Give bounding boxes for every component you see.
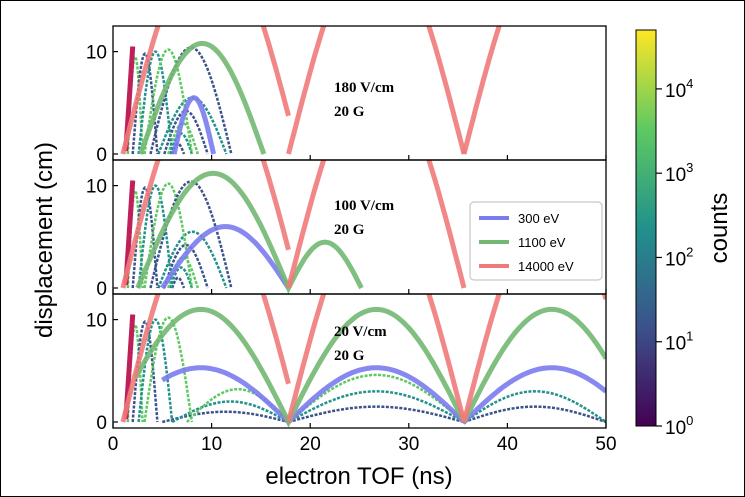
colorbar-tick-label: 103	[665, 160, 693, 186]
series-14000ev-line	[120, 294, 291, 423]
hit-trace	[463, 390, 606, 424]
x-tick-label: 40	[497, 434, 518, 455]
y-tick-label: 10	[86, 177, 107, 198]
series-14000ev-line	[120, 26, 291, 155]
hit-trace	[161, 410, 289, 424]
hit-trace	[137, 318, 174, 423]
colorbar-tick-label: 100	[665, 413, 693, 439]
x-tick-label: 20	[300, 434, 321, 455]
y-axis-label: displacement (cm)	[31, 142, 58, 338]
series-1100ev-line	[133, 306, 606, 428]
colorbar: 100 101 102 103 104 counts	[635, 29, 733, 439]
panel-3-frame	[112, 293, 607, 429]
y-tick-label: 0	[96, 145, 107, 166]
panel-3-curves	[120, 294, 606, 428]
legend-label-300ev: 300 eV	[518, 211, 560, 226]
series-1100ev-line	[135, 170, 364, 294]
x-tick-label: 30	[398, 434, 419, 455]
legend: 300 eV 1100 eV 14000 eV	[469, 201, 603, 281]
series-14000ev-line	[286, 160, 467, 289]
x-tick-label: 10	[201, 434, 222, 455]
y-tick-label: 0	[96, 279, 107, 300]
panel-1-bfield-label: 20 G	[334, 104, 365, 120]
hit-trace	[288, 405, 465, 424]
hit-trace	[149, 46, 233, 155]
panel-2-bfield-label: 20 G	[334, 222, 365, 238]
legend-frame	[469, 201, 603, 281]
y-tick-label: 0	[96, 413, 107, 434]
series-14000ev-line	[120, 160, 291, 289]
hit-trace	[149, 180, 233, 289]
hit-trace	[143, 182, 194, 289]
legend-label-1100ev: 1100 eV	[518, 235, 566, 250]
colorbar-tick-label: 102	[665, 244, 693, 270]
series-300ev-line	[171, 95, 217, 155]
hit-trace	[169, 266, 194, 289]
y-tick-label: 10	[86, 311, 107, 332]
hit-trace	[137, 50, 174, 155]
y-tick-label: 10	[86, 43, 107, 64]
colorbar-tick-label: 101	[665, 329, 693, 355]
hit-trace	[287, 390, 465, 424]
panel-1-field-label: 180 V/cm	[334, 80, 395, 96]
x-tick-label: 50	[595, 434, 616, 455]
legend-label-14000ev: 14000 eV	[518, 259, 574, 274]
hit-trace	[143, 48, 194, 155]
series-14000ev-line	[286, 26, 467, 155]
hit-trace	[463, 405, 606, 424]
plot-area: 0 10 0 10 0 10 0 10 20 30 40 50	[86, 25, 617, 455]
series-1100ev-line	[138, 40, 267, 155]
series-14000ev-line	[461, 26, 502, 155]
panel-2-hits	[123, 180, 233, 289]
panel-1-curves	[120, 26, 502, 155]
colorbar-tick-label: 104	[665, 76, 693, 102]
series-300ev-line	[161, 365, 606, 425]
panel-3-bfield-label: 20 G	[334, 348, 365, 364]
panel-2-curves	[120, 160, 467, 294]
x-tick-label: 0	[108, 434, 119, 455]
colorbar-label: counts	[706, 193, 733, 264]
series-14000ev-line	[461, 294, 606, 423]
hit-trace	[137, 184, 174, 289]
hit-trace	[157, 230, 228, 289]
panel-2-field-label: 100 V/cm	[334, 198, 395, 214]
x-axis-label: electron TOF (ns)	[265, 463, 452, 490]
hit-trace	[167, 122, 199, 155]
hit-trace	[171, 276, 186, 289]
colorbar-ticks: 100 101 102 103 104	[656, 76, 693, 439]
panel-3-field-label: 20 V/cm	[334, 324, 387, 340]
colorbar-gradient	[635, 29, 657, 427]
hit-trace	[287, 373, 465, 423]
series-14000ev-line	[286, 294, 467, 423]
series-300ev-line	[160, 224, 291, 290]
